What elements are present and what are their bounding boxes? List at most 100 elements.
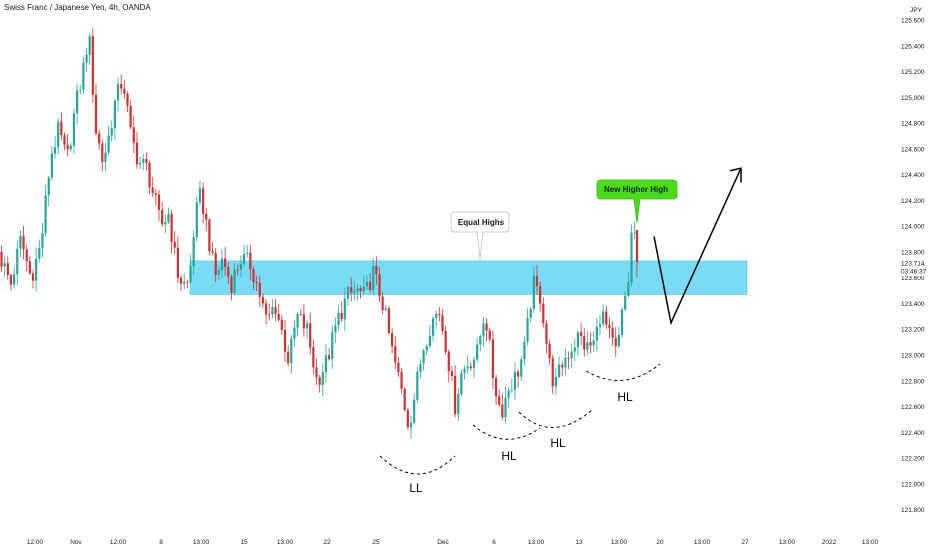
- candle: [126, 91, 129, 113]
- swing-arc-ll: [379, 455, 456, 475]
- candle: [633, 221, 636, 240]
- candle-body: [246, 252, 249, 254]
- candle-body: [233, 269, 236, 293]
- swing-arc-hl1: [472, 424, 541, 440]
- price-tick-label: 124.000: [901, 224, 925, 231]
- candle: [520, 356, 523, 382]
- candle: [463, 365, 466, 380]
- candle-body: [66, 144, 69, 150]
- candle: [179, 275, 183, 291]
- candle: [598, 314, 602, 336]
- candle: [539, 281, 542, 312]
- candle-body: [557, 364, 561, 377]
- candle-body: [573, 347, 576, 352]
- candle: [580, 322, 583, 346]
- candle-body: [142, 158, 145, 163]
- candle-body: [318, 377, 321, 385]
- candle: [447, 349, 450, 383]
- candle: [217, 266, 220, 281]
- candle: [271, 299, 274, 319]
- candle: [529, 306, 532, 323]
- candle-body: [139, 162, 142, 165]
- candle-body: [413, 399, 416, 423]
- candle: [315, 358, 318, 385]
- candle-body: [635, 230, 639, 263]
- candle: [602, 304, 605, 327]
- candle: [41, 222, 44, 258]
- time-tick-label: 2022: [822, 539, 837, 546]
- candle: [378, 266, 381, 302]
- currency-label: JPY: [910, 7, 923, 14]
- candle: [302, 303, 305, 337]
- candle: [224, 247, 227, 277]
- candle-body: [387, 308, 391, 333]
- candle: [545, 319, 548, 354]
- candle: [173, 230, 176, 255]
- time-tick-label: 12:00: [27, 539, 44, 546]
- candle-body: [608, 324, 611, 329]
- candle-body: [532, 276, 535, 309]
- candle: [3, 256, 6, 277]
- time-tick-label: 13:00: [694, 539, 711, 546]
- candle: [28, 255, 31, 276]
- time-tick-label: 13:00: [862, 539, 879, 546]
- candle: [57, 117, 60, 155]
- candle-body: [630, 232, 633, 283]
- candle: [69, 142, 72, 152]
- price-tick-label: 125.200: [901, 69, 925, 76]
- price-tick-label: 125.400: [901, 43, 925, 50]
- price-tick-label: 124.600: [901, 146, 925, 153]
- candle: [526, 308, 529, 346]
- candle: [551, 354, 554, 395]
- candle-body: [13, 274, 16, 285]
- candle: [72, 108, 76, 154]
- candle-body: [31, 273, 35, 281]
- candle-body: [129, 105, 132, 128]
- candle: [365, 274, 368, 290]
- price-tick-label: 122.800: [901, 378, 925, 385]
- resistance-zone[interactable]: [189, 260, 748, 295]
- candle: [98, 129, 101, 150]
- candle-body: [123, 88, 126, 94]
- label-hl-2: HL: [550, 436, 566, 450]
- candle: [258, 275, 261, 307]
- candle: [183, 273, 186, 290]
- time-tick-label: 6: [492, 539, 496, 546]
- candle-body: [104, 152, 107, 162]
- candle: [372, 258, 375, 296]
- candle-body: [447, 351, 450, 372]
- candle-body: [324, 355, 328, 373]
- candle: [368, 273, 372, 293]
- candle: [444, 326, 447, 355]
- candle-body: [488, 330, 491, 340]
- candle: [441, 308, 444, 335]
- candle: [586, 331, 589, 355]
- candle-body: [135, 142, 139, 165]
- candle-body: [454, 376, 457, 415]
- candle-body: [47, 177, 50, 196]
- candle-body: [145, 158, 148, 163]
- candle-body: [164, 222, 167, 225]
- projection-arrowhead: [729, 167, 742, 183]
- time-tick-label: Nov: [70, 539, 82, 546]
- candle-body: [586, 342, 589, 350]
- time-tick-label: 27: [741, 539, 749, 546]
- candle-body: [132, 127, 135, 143]
- candle: [498, 389, 501, 408]
- candle: [198, 180, 202, 206]
- candle-body: [406, 409, 409, 428]
- candle-body: [580, 332, 583, 336]
- candle-body: [151, 187, 154, 194]
- candle: [630, 224, 633, 287]
- candle: [214, 248, 217, 282]
- candle-body: [343, 298, 346, 320]
- candle: [595, 318, 598, 352]
- candle: [120, 74, 123, 95]
- candle-body: [154, 193, 157, 195]
- candle: [460, 369, 463, 397]
- candle-body: [353, 291, 356, 293]
- candle-body: [422, 350, 425, 364]
- candle-body: [296, 313, 299, 328]
